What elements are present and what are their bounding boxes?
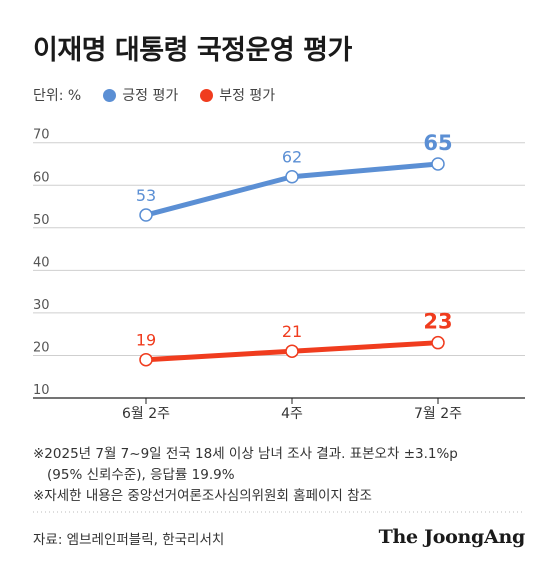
y-tick-label: 30 <box>33 298 50 313</box>
data-point-negative <box>431 335 445 350</box>
y-tick-label: 20 <box>33 340 50 355</box>
legend: 단위: % 긍정 평가 부정 평가 <box>33 85 297 105</box>
legend-item-positive: 긍정 평가 <box>103 85 178 105</box>
data-point-positive <box>431 157 445 171</box>
data-point-negative <box>285 344 299 358</box>
data-label-positive: 62 <box>282 148 302 167</box>
data-point-positive <box>139 208 153 222</box>
legend-marker-positive <box>103 88 117 102</box>
y-tick-label: 50 <box>33 213 50 228</box>
footnote-line-2: (95% 신뢰수준), 응답률 19.9% <box>47 467 235 483</box>
data-label-positive: 65 <box>423 131 452 155</box>
x-tick-label: 4주 <box>281 406 303 422</box>
footnote-line-1: ※2025년 7월 7~9일 전국 18세 이상 남녀 조사 결과. 표본오차 … <box>33 446 458 462</box>
y-tick-label: 60 <box>33 170 50 185</box>
data-label-negative: 23 <box>423 310 452 334</box>
legend-label-positive: 긍정 평가 <box>122 88 179 104</box>
brand-logo: The JoongAng <box>378 526 526 548</box>
data-point-negative <box>139 352 153 367</box>
x-tick-label: 7월 2주 <box>414 406 462 422</box>
data-label-negative: 19 <box>136 331 156 350</box>
y-tick-label: 40 <box>33 255 50 270</box>
chart-title: 이재명 대통령 국정운영 평가 <box>33 35 352 66</box>
y-tick-label: 70 <box>33 128 50 143</box>
unit-label: 단위: % <box>33 88 82 104</box>
data-label-positive: 53 <box>136 186 156 205</box>
data-label-negative: 21 <box>282 322 302 341</box>
source-credit: 자료: 엠브레인퍼블릭, 한국리서치 <box>33 532 225 548</box>
x-tick-label: 6월 2주 <box>122 406 170 422</box>
y-tick-label: 10 <box>33 383 50 398</box>
data-point-positive <box>285 169 299 184</box>
legend-item-negative: 부정 평가 <box>200 85 275 105</box>
legend-marker-negative <box>200 88 214 102</box>
footnote-reference: ※자세한 내용은 중앙선거여론조사심의위원회 홈페이지 참조 <box>33 488 372 504</box>
legend-label-negative: 부정 평가 <box>219 88 276 104</box>
footnote-survey: ※2025년 7월 7~9일 전국 18세 이상 남녀 조사 결과. 표본오차 … <box>33 444 458 486</box>
